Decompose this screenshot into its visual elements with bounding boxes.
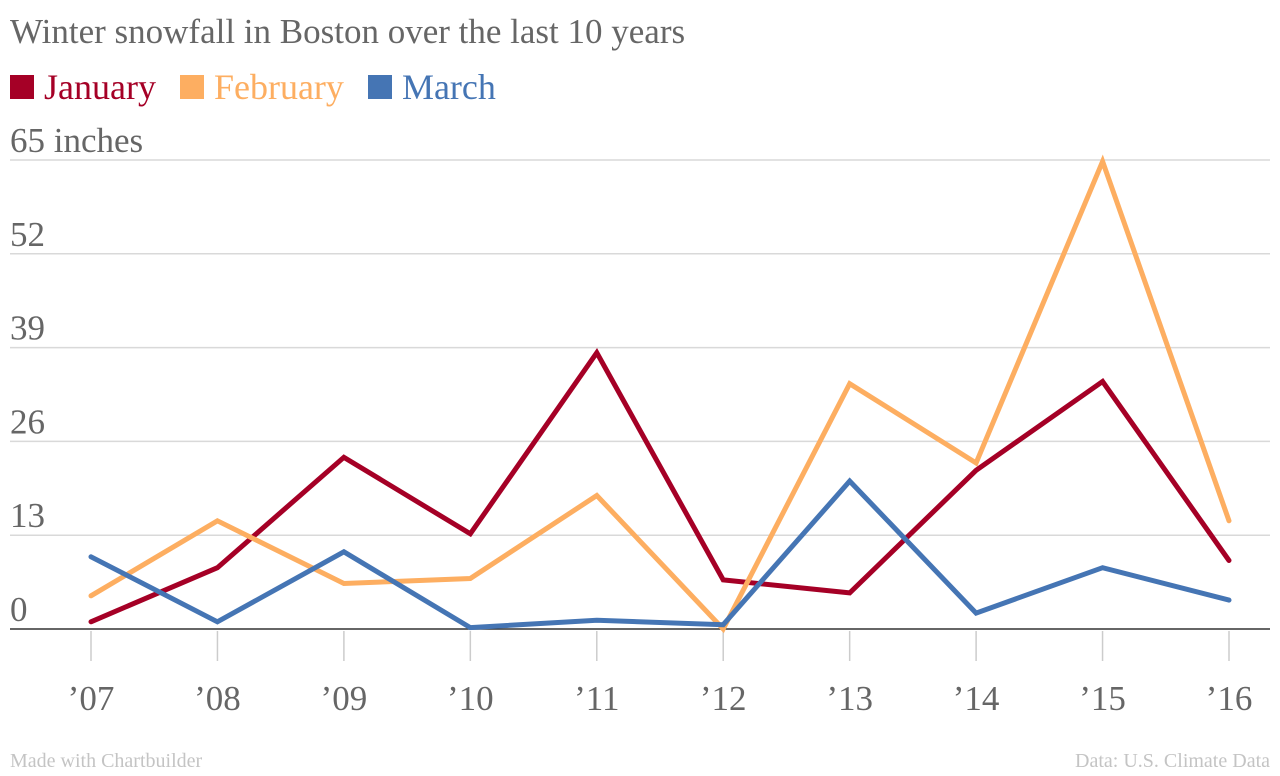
y-tick-label: 13: [10, 496, 45, 535]
legend-item-february: February: [179, 66, 344, 108]
legend-swatch-march: [367, 75, 392, 99]
chart-title: Winter snowfall in Boston over the last …: [10, 12, 686, 51]
line-chart: 0 13 26 39 52 65 inches ’07 ’08 ’09 ’10 ’11 ’12 ’13 ’…: [10, 121, 1270, 718]
x-tick-label: ’11: [574, 679, 619, 718]
legend: January February March: [10, 66, 520, 108]
series-line-january: [88, 347, 1232, 625]
legend-swatch-january: [10, 75, 34, 99]
x-tick-label: ’12: [700, 679, 747, 718]
legend-label-january: January: [44, 67, 156, 107]
x-tick-label: ’08: [194, 679, 241, 718]
x-tick-label: ’10: [447, 679, 494, 718]
legend-label-february: February: [213, 67, 344, 107]
legend-item-january: January: [10, 66, 156, 108]
y-tick-label: 0: [10, 590, 28, 629]
y-tick-label: 52: [10, 215, 45, 254]
x-tick-label: ’15: [1079, 679, 1126, 718]
footer-credit: Made with Chartbuilder: [10, 750, 203, 772]
x-tick-label: ’13: [826, 679, 873, 718]
legend-label-march: March: [401, 67, 496, 107]
footer-source: Data: U.S. Climate Data: [1075, 750, 1270, 772]
y-tick-label: 39: [10, 309, 45, 348]
x-tick-label: ’14: [953, 679, 1000, 718]
legend-swatch-february: [179, 75, 204, 99]
x-tick-label: ’09: [321, 679, 368, 718]
x-tick-label: ’16: [1206, 679, 1253, 718]
y-tick-label: 26: [10, 402, 45, 441]
legend-item-march: March: [367, 66, 496, 108]
series-line-march: [88, 477, 1232, 631]
y-tick-label: 65 inches: [10, 121, 143, 160]
x-tick-label: ’07: [68, 679, 115, 718]
series-line-february: [88, 154, 1232, 634]
